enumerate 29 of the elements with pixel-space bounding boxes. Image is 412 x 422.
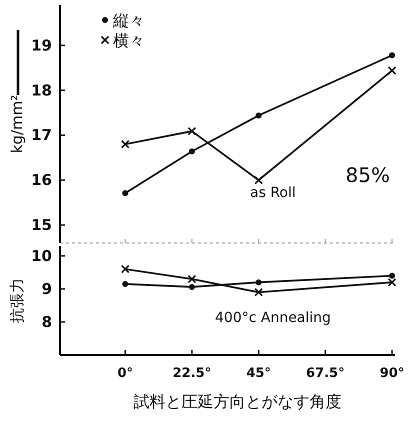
annotation: as Roll [250,185,296,201]
point [122,190,128,196]
y-tick-label: 15 [31,216,52,234]
annotation: 400°c Annealing [215,310,331,326]
legend-label: 縦々 [112,11,145,30]
x-tick-label: 22.5° [172,366,212,381]
legend-label: 横々 [113,31,145,50]
x-tick-label: 0° [117,366,133,381]
y-axis-title: 抗張力 [8,278,26,323]
point [122,280,128,287]
y-tick-label: 16 [31,171,52,190]
y-tick-label: 19 [31,36,52,54]
y-tick-label: 8 [42,312,52,331]
x-axis-title: 試料と圧延方向とがなす角度 [134,392,342,411]
y-tick-label: 18 [31,81,52,100]
x-tick-label: 67.5° [306,366,345,381]
point [256,279,262,286]
x-tick-label: 90° [380,366,404,381]
point [389,272,396,279]
annotation: 85% [346,163,390,187]
point [188,284,195,290]
x-tick-label: 45° [246,366,271,381]
point [188,148,195,154]
y-tick-label: 9 [42,280,52,298]
point [389,52,396,58]
y-tick-label: 17 [31,126,52,144]
y-axis-title: kg/mm² [8,94,26,154]
point [256,112,262,118]
y-tick-label: 10 [31,246,52,265]
